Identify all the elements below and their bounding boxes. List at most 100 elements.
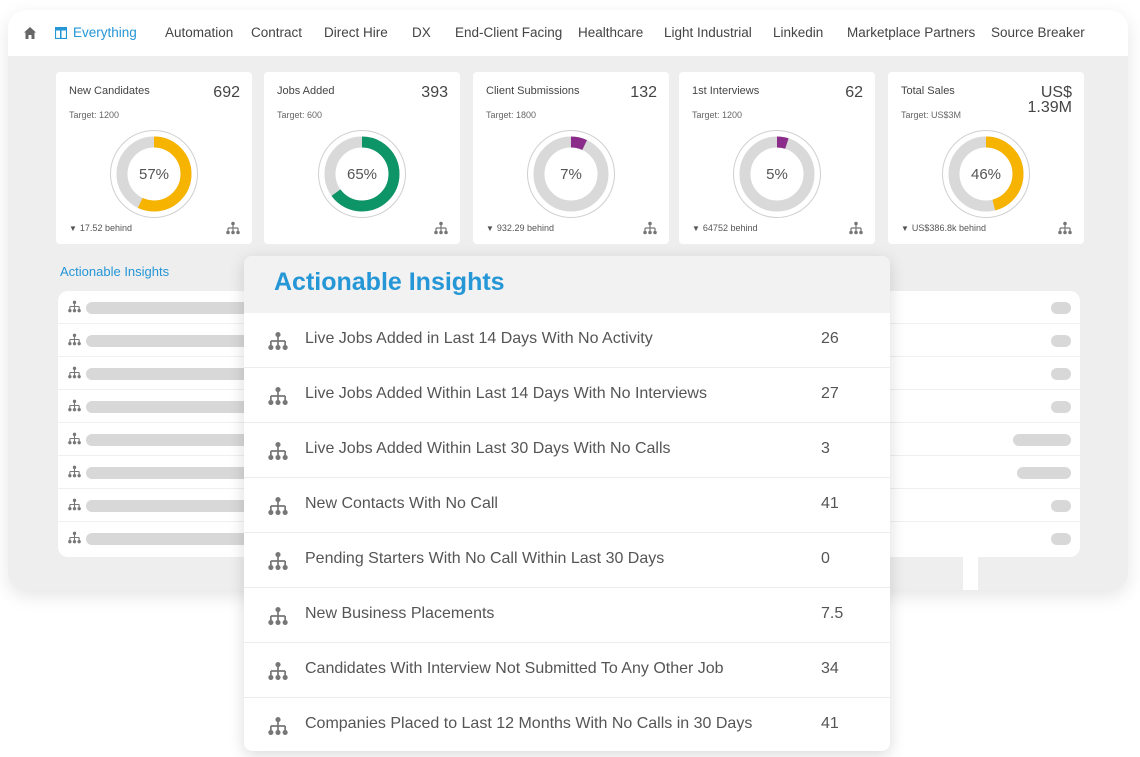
- actionable-insights-link[interactable]: Actionable Insights: [60, 264, 170, 279]
- insight-item[interactable]: New Contacts With No Call 41: [244, 478, 890, 533]
- loading-placeholder: [86, 467, 256, 479]
- insight-label: Candidates With Interview Not Submitted …: [305, 660, 724, 677]
- insight-count: 7.5: [821, 605, 844, 622]
- gauge-progress-arc: [116, 136, 192, 212]
- hierarchy-icon[interactable]: [643, 221, 657, 235]
- kpi-donut-gauge: 57%: [110, 130, 198, 218]
- insight-count: 0: [821, 550, 830, 567]
- hierarchy-icon: [68, 333, 81, 346]
- popup-header: Actionable Insights: [244, 256, 890, 313]
- gauge-progress-arc: [324, 136, 400, 212]
- kpi-behind: ▼ 932.29 behind: [486, 223, 554, 233]
- insight-item[interactable]: New Business Placements 7.5: [244, 588, 890, 643]
- gauge-progress-arc: [739, 136, 815, 212]
- loading-placeholder: [86, 335, 256, 347]
- insight-item[interactable]: Companies Placed to Last 12 Months With …: [244, 698, 890, 751]
- tab-healthcare[interactable]: Healthcare: [578, 25, 644, 40]
- tab-linkedin[interactable]: Linkedin: [773, 25, 824, 40]
- gauge-percent-label: 65%: [347, 166, 377, 183]
- insight-label: Live Jobs Added Within Last 14 Days With…: [305, 385, 707, 402]
- tab-automation[interactable]: Automation: [165, 25, 234, 40]
- hierarchy-icon: [268, 387, 288, 405]
- kpi-value-currency: US$: [1040, 84, 1072, 101]
- kpi-behind: ▼ US$386.8k behind: [901, 223, 986, 233]
- hierarchy-icon: [68, 432, 81, 445]
- hierarchy-icon: [268, 662, 288, 680]
- tab-contract[interactable]: Contract: [251, 25, 303, 40]
- kpi-title: Jobs Added: [277, 85, 335, 97]
- tab-label: Everything: [73, 25, 137, 40]
- down-triangle-icon: ▼: [486, 224, 494, 233]
- tab-dx[interactable]: DX: [412, 25, 431, 40]
- insight-count: 27: [821, 385, 839, 402]
- kpi-donut-gauge: 65%: [318, 130, 406, 218]
- insight-label: Live Jobs Added Within Last 30 Days With…: [305, 440, 671, 457]
- kpi-donut-gauge: 7%: [527, 130, 615, 218]
- top-nav-bar: Everything Automation Contract Direct Hi…: [8, 10, 1128, 56]
- hierarchy-icon[interactable]: [226, 221, 240, 235]
- gauge-percent-label: 5%: [766, 166, 788, 183]
- home-icon[interactable]: [23, 26, 37, 40]
- gauge-percent-label: 46%: [971, 166, 1001, 183]
- kpi-behind-text: 17.52 behind: [79, 223, 132, 233]
- loading-placeholder: [1013, 434, 1071, 446]
- kpi-card-new-candidates[interactable]: New Candidates 692 Target: 1200 57% ▼ 17.…: [56, 72, 252, 244]
- tab-light-industrial[interactable]: Light Industrial: [664, 25, 752, 40]
- hierarchy-icon: [68, 366, 81, 379]
- tab-marketplace-partners[interactable]: Marketplace Partners: [847, 25, 976, 40]
- hierarchy-icon: [268, 607, 288, 625]
- kpi-value: 132: [630, 84, 657, 101]
- hierarchy-icon[interactable]: [1058, 221, 1072, 235]
- hierarchy-icon[interactable]: [434, 221, 448, 235]
- loading-placeholder: [86, 500, 256, 512]
- loading-placeholder: [1051, 401, 1071, 413]
- kpi-card-jobs-added[interactable]: Jobs Added 393 Target: 600 65%: [264, 72, 460, 244]
- insight-item[interactable]: Candidates With Interview Not Submitted …: [244, 643, 890, 698]
- insight-item[interactable]: Pending Starters With No Call Within Las…: [244, 533, 890, 588]
- loading-placeholder: [86, 302, 256, 314]
- kpi-value: 62: [845, 84, 863, 101]
- tab-everything[interactable]: Everything: [55, 10, 137, 56]
- kpi-value: 393: [421, 84, 448, 101]
- kpi-title: Client Submissions: [486, 85, 580, 97]
- insight-count: 34: [821, 660, 839, 677]
- hierarchy-icon[interactable]: [849, 221, 863, 235]
- kpi-behind-text: 932.29 behind: [496, 223, 554, 233]
- loading-placeholder: [1051, 302, 1071, 314]
- actionable-insights-popup: Actionable Insights Live Jobs Added in L…: [244, 256, 890, 751]
- kpi-value: US$ 1.39M: [1027, 84, 1072, 116]
- hierarchy-icon: [68, 465, 81, 478]
- down-triangle-icon: ▼: [69, 224, 77, 233]
- down-triangle-icon: ▼: [692, 224, 700, 233]
- kpi-value: 692: [213, 84, 240, 101]
- kpi-donut-gauge: 5%: [733, 130, 821, 218]
- hierarchy-icon: [68, 399, 81, 412]
- kpi-card-client-submissions[interactable]: Client Submissions 132 Target: 1800 7% ▼…: [473, 72, 669, 244]
- kpi-target: Target: 600: [277, 110, 323, 120]
- kpi-target: Target: 1200: [69, 110, 120, 120]
- insight-item[interactable]: Live Jobs Added in Last 14 Days With No …: [244, 313, 890, 368]
- panel-edge: [963, 555, 978, 590]
- hierarchy-icon: [268, 332, 288, 350]
- kpi-value-amount: 1.39M: [1027, 99, 1072, 116]
- kpi-behind-text: 64752 behind: [702, 223, 758, 233]
- insight-count: 41: [821, 495, 839, 512]
- loading-placeholder: [1051, 500, 1071, 512]
- loading-placeholder: [1051, 533, 1071, 545]
- list-item[interactable]: [58, 522, 1080, 555]
- loading-placeholder: [1051, 335, 1071, 347]
- gauge-progress-arc: [948, 136, 1024, 212]
- tab-end-client-facing[interactable]: End-Client Facing: [455, 25, 563, 40]
- dashboard-icon: [55, 27, 67, 39]
- tab-source-breaker[interactable]: Source Breaker: [991, 25, 1085, 40]
- insight-label: Live Jobs Added in Last 14 Days With No …: [305, 330, 653, 347]
- insight-item[interactable]: Live Jobs Added Within Last 14 Days With…: [244, 368, 890, 423]
- down-triangle-icon: ▼: [901, 224, 909, 233]
- loading-placeholder: [86, 434, 256, 446]
- kpi-card-total-sales[interactable]: Total Sales US$ 1.39M Target: US$3M 46% ▼…: [888, 72, 1084, 244]
- insight-item[interactable]: Live Jobs Added Within Last 30 Days With…: [244, 423, 890, 478]
- tab-direct-hire[interactable]: Direct Hire: [324, 25, 388, 40]
- kpi-card-1st-interviews[interactable]: 1st Interviews 62 Target: 1200 5% ▼ 64752…: [679, 72, 875, 244]
- insight-count: 26: [821, 330, 839, 347]
- hierarchy-icon: [68, 498, 81, 511]
